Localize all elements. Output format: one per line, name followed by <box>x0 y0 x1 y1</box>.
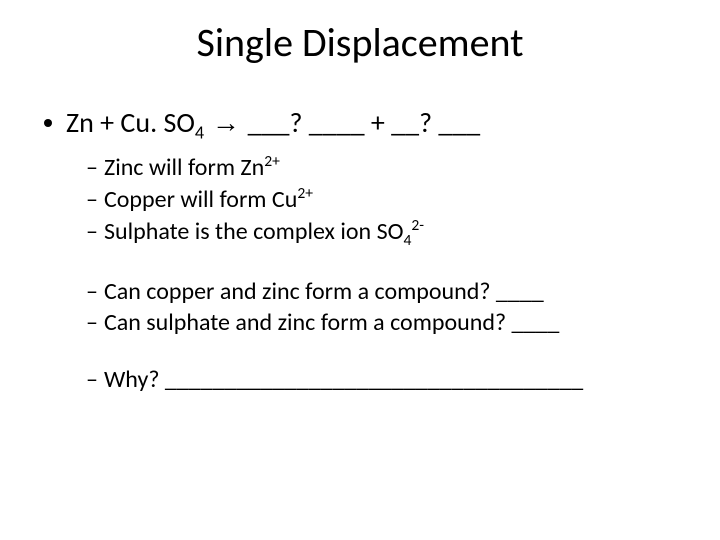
eq-prefix: Zn + Cu. SO <box>66 105 195 140</box>
dash-icon: – <box>86 153 98 182</box>
eq-arrow: → <box>204 107 248 138</box>
equation-text: Zn + Cu. SO4 → ___? ____ + __? ___ <box>66 105 480 144</box>
bullet-dot <box>44 119 52 127</box>
sub-text: Zinc will form Zn2+ <box>104 152 280 182</box>
slide-title: Single Displacement <box>40 18 680 67</box>
sub-text: Copper will form Cu2+ <box>104 184 313 214</box>
dash-icon: – <box>86 308 98 337</box>
dash-icon: – <box>86 277 98 306</box>
question-sulphate-zinc: – Can sulphate and zinc form a compound?… <box>86 308 680 337</box>
why-text: Why? ___________________________________ <box>104 365 583 394</box>
slide-content: Single Displacement Zn + Cu. SO4 → ___? … <box>0 0 720 416</box>
sub-text: Sulphate is the complex ion SO42- <box>104 216 424 250</box>
question-text: Can sulphate and zinc form a compound? _… <box>104 308 559 337</box>
sub-bullet-sulphate: – Sulphate is the complex ion SO42- <box>86 216 680 250</box>
dash-icon: – <box>86 217 98 246</box>
why-bullet: – Why? _________________________________… <box>86 365 680 394</box>
dash-icon: – <box>86 365 98 394</box>
eq-blanks: ___? ____ + __? ___ <box>248 105 481 140</box>
spacer <box>40 251 680 277</box>
sub-bullet-copper: – Copper will form Cu2+ <box>86 184 680 214</box>
sub-bullet-zinc: – Zinc will form Zn2+ <box>86 152 680 182</box>
eq-sub: 4 <box>195 122 204 144</box>
equation-bullet: Zn + Cu. SO4 → ___? ____ + __? ___ <box>44 105 680 144</box>
question-text: Can copper and zinc form a compound? ___… <box>104 277 544 306</box>
question-copper-zinc: – Can copper and zinc form a compound? _… <box>86 277 680 306</box>
dash-icon: – <box>86 185 98 214</box>
spacer <box>40 339 680 365</box>
